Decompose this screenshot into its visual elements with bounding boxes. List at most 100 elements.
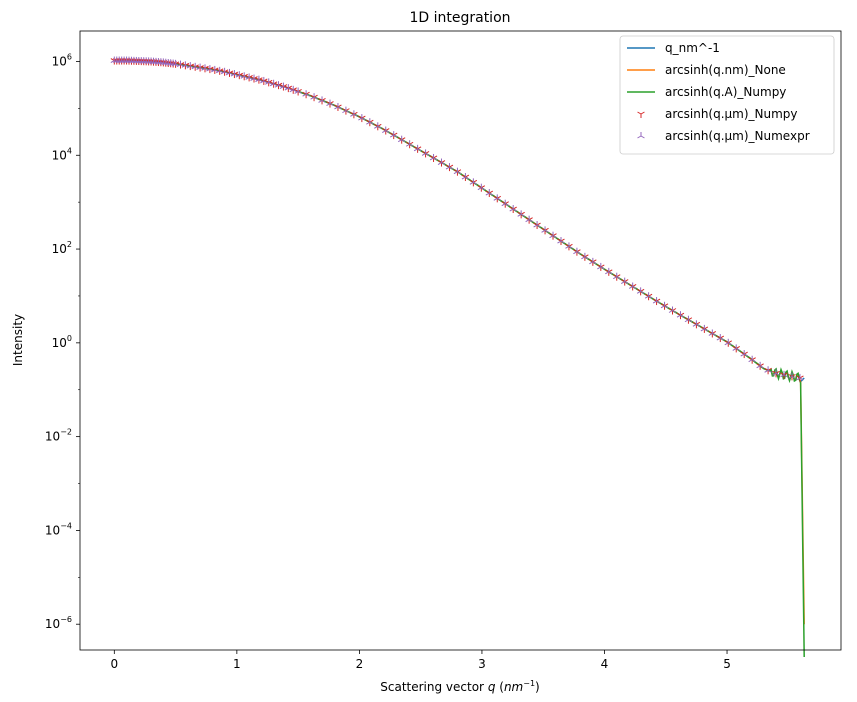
series-marker (397, 135, 406, 143)
series-marker (509, 205, 517, 212)
series-marker (772, 370, 780, 378)
series-marker (302, 90, 310, 97)
chart-title: 1D integration (409, 10, 510, 26)
y-tick-label: 104 (52, 146, 72, 162)
series-marker (740, 350, 748, 357)
series-marker (668, 306, 677, 313)
series-marker (676, 312, 685, 320)
series-marker (660, 301, 669, 309)
legend-handle (637, 111, 645, 118)
series-marker (517, 211, 525, 219)
series-marker (294, 89, 302, 96)
y-tick-label: 106 (52, 52, 72, 68)
series-marker (692, 320, 701, 327)
series-marker (477, 185, 486, 192)
series-marker (644, 292, 653, 299)
series-marker (374, 122, 382, 129)
series-marker (732, 345, 740, 353)
series-marker (413, 146, 422, 153)
series-marker (250, 74, 258, 81)
series-marker (549, 231, 557, 239)
series-marker (724, 338, 732, 346)
series-marker (660, 303, 669, 310)
series-marker (708, 331, 717, 338)
series-marker (772, 369, 780, 376)
series-marker (788, 373, 796, 381)
x-tick-label: 4 (601, 657, 609, 671)
series-marker (366, 119, 374, 127)
series-marker (517, 210, 525, 217)
series-marker (310, 93, 318, 100)
x-axis: 0 1 2 3 4 5 (110, 650, 731, 671)
series-marker (668, 308, 677, 315)
series-marker (628, 282, 637, 289)
series-marker (756, 363, 764, 370)
series-marker (589, 257, 597, 265)
legend-label: q_nm^-1 (665, 41, 720, 55)
series-marker (284, 85, 293, 93)
series-marker (636, 287, 645, 294)
series-marker (326, 99, 334, 107)
series-marker (274, 81, 283, 88)
series-marker (413, 144, 422, 152)
series-marker (676, 311, 685, 318)
series-marker (644, 293, 653, 301)
series-marker (469, 179, 478, 187)
legend-label: arcsinh(q.µm)_Numexpr (665, 129, 810, 143)
series-marker (294, 87, 302, 94)
series-marker (565, 242, 573, 249)
plot-frame (79, 30, 842, 651)
y-axis-label: Intensity (11, 314, 25, 366)
series-marker (318, 97, 326, 105)
series-marker (764, 367, 772, 375)
series-marker (549, 233, 557, 240)
series-marker (342, 106, 350, 114)
series-marker (565, 243, 573, 251)
series-marker (445, 163, 454, 170)
x-tick-label: 1 (233, 657, 241, 671)
series-marker (740, 351, 748, 359)
series-marker (469, 178, 478, 185)
series-marker (274, 82, 283, 90)
series-marker (264, 78, 273, 85)
series-marker (493, 195, 501, 203)
series-marker (613, 274, 621, 281)
series-marker (557, 238, 565, 246)
legend-handle (637, 132, 645, 139)
series-marker (533, 221, 541, 228)
series-marker (748, 355, 756, 363)
y-tick-label: 102 (52, 240, 72, 256)
series-marker (700, 326, 709, 333)
series-marker (605, 267, 613, 275)
y-axis: 106 104 102 100 10−2 10−4 10−6 (45, 52, 80, 631)
series-marker (493, 194, 501, 201)
series-marker (445, 164, 454, 172)
series-marker (350, 111, 358, 119)
series-marker (636, 288, 645, 296)
series-marker (334, 102, 342, 110)
series-marker (525, 215, 533, 223)
series-marker (382, 128, 390, 135)
series-marker (389, 132, 398, 140)
series-marker (756, 361, 764, 369)
series-marker (358, 115, 366, 123)
series-marker (684, 315, 693, 323)
series-marker (289, 87, 297, 94)
series-marker (366, 118, 374, 125)
x-tick-label: 5 (723, 657, 731, 671)
series-marker (389, 131, 398, 138)
series-marker (501, 199, 509, 207)
series-marker (437, 158, 446, 165)
series-marker (605, 269, 613, 276)
legend-label: arcsinh(q.µm)_Numpy (665, 107, 798, 121)
series-layer (110, 56, 805, 658)
series-marker (589, 259, 597, 266)
series-marker (533, 222, 541, 230)
series-marker (358, 114, 366, 121)
series-marker (748, 357, 756, 364)
series-marker (597, 264, 605, 271)
x-tick-label: 2 (356, 657, 364, 671)
series-marker (700, 324, 709, 332)
legend-label: arcsinh(q.A)_Numpy (665, 85, 786, 99)
series-marker (581, 252, 589, 260)
